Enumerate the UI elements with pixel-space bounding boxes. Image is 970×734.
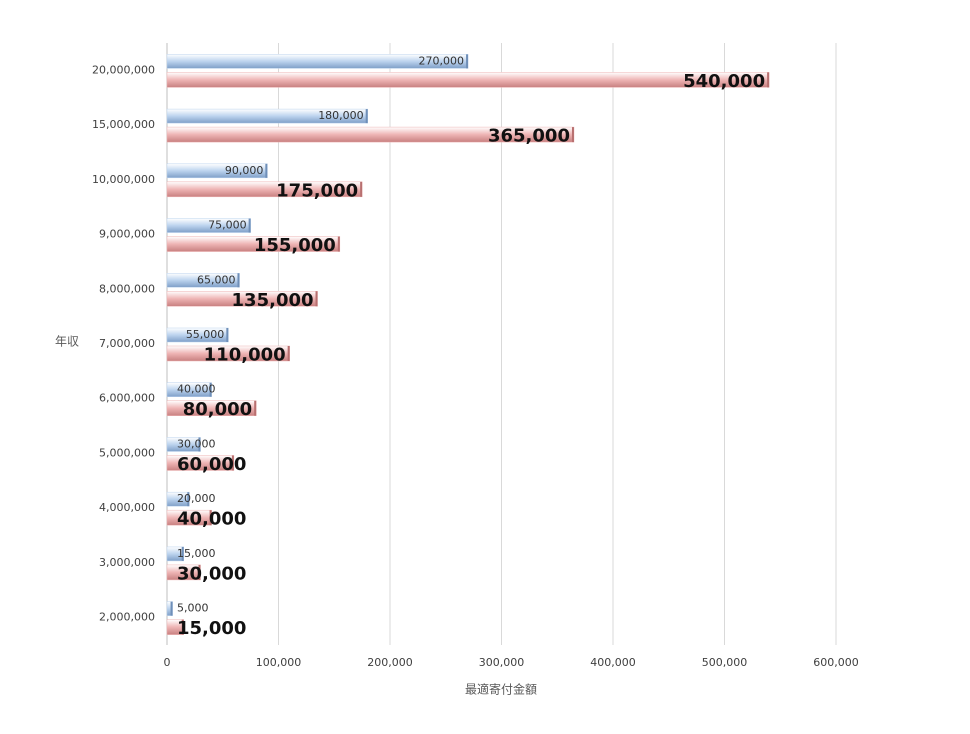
x-tick-label: 100,000 <box>256 656 302 669</box>
bar-edge <box>181 546 184 561</box>
x-tick-label: 400,000 <box>590 656 636 669</box>
data-label: 20,000 <box>177 492 216 505</box>
data-label: 40,000 <box>177 383 216 396</box>
data-label: 80,000 <box>183 399 252 420</box>
x-tick-label: 0 <box>164 656 171 669</box>
bar-edge <box>181 619 184 635</box>
y-tick-label: 5,000,000 <box>99 446 155 459</box>
bar-edge <box>187 492 190 507</box>
data-label: 15,000 <box>177 547 216 560</box>
data-label: 75,000 <box>208 219 247 232</box>
bar-edge <box>198 564 201 580</box>
bar-edge <box>198 437 201 452</box>
bar-edge <box>248 218 251 233</box>
bar-edge <box>209 510 212 526</box>
data-label: 180,000 <box>318 109 364 122</box>
data-label: 135,000 <box>232 290 314 311</box>
y-tick-label: 4,000,000 <box>99 501 155 514</box>
bar-edge <box>466 54 469 69</box>
data-label: 30,000 <box>177 437 216 450</box>
data-label: 60,000 <box>177 454 246 475</box>
bar-edge <box>231 455 234 471</box>
y-axis-title: 年収 <box>55 335 79 349</box>
bar-edge <box>767 72 770 88</box>
bar <box>166 72 770 88</box>
data-label: 65,000 <box>197 273 236 286</box>
bar-edge <box>287 346 290 361</box>
bar-edge <box>571 127 574 143</box>
data-label: 5,000 <box>177 602 209 615</box>
data-label: 155,000 <box>254 235 336 256</box>
x-axis-title: 最適寄付金額 <box>465 682 537 697</box>
x-tick-label: 300,000 <box>479 656 525 669</box>
bar-edge <box>265 163 268 178</box>
y-tick-label: 3,000,000 <box>99 556 155 569</box>
data-label: 55,000 <box>186 328 225 341</box>
bar-edge <box>365 109 368 124</box>
y-tick-label: 6,000,000 <box>99 392 155 405</box>
y-tick-label: 8,000,000 <box>99 282 155 295</box>
y-tick-label: 20,000,000 <box>92 63 155 76</box>
y-tick-label: 9,000,000 <box>99 228 155 241</box>
data-label: 540,000 <box>683 71 765 92</box>
bar-edge <box>209 382 212 397</box>
data-label: 365,000 <box>488 126 570 147</box>
y-tick-label: 15,000,000 <box>92 118 155 131</box>
data-label: 90,000 <box>225 164 264 177</box>
y-tick-label: 7,000,000 <box>99 337 155 350</box>
data-label: 175,000 <box>276 180 358 201</box>
bar-edge <box>360 181 363 197</box>
bar-edge <box>254 400 257 416</box>
bar-edge <box>237 273 240 288</box>
bar-edge <box>337 236 340 252</box>
y-tick-label: 2,000,000 <box>99 611 155 624</box>
y-tick-label: 10,000,000 <box>92 173 155 186</box>
x-tick-label: 500,000 <box>702 656 748 669</box>
bar-edge <box>315 291 318 307</box>
data-label: 270,000 <box>419 54 465 67</box>
data-label: 40,000 <box>177 509 246 530</box>
data-label: 15,000 <box>177 618 246 639</box>
x-tick-label: 200,000 <box>367 656 413 669</box>
data-label: 110,000 <box>204 345 286 366</box>
bar-edge <box>226 328 229 342</box>
x-tick-label: 600,000 <box>813 656 859 669</box>
bar-edge <box>170 601 173 616</box>
data-label: 30,000 <box>177 563 246 584</box>
